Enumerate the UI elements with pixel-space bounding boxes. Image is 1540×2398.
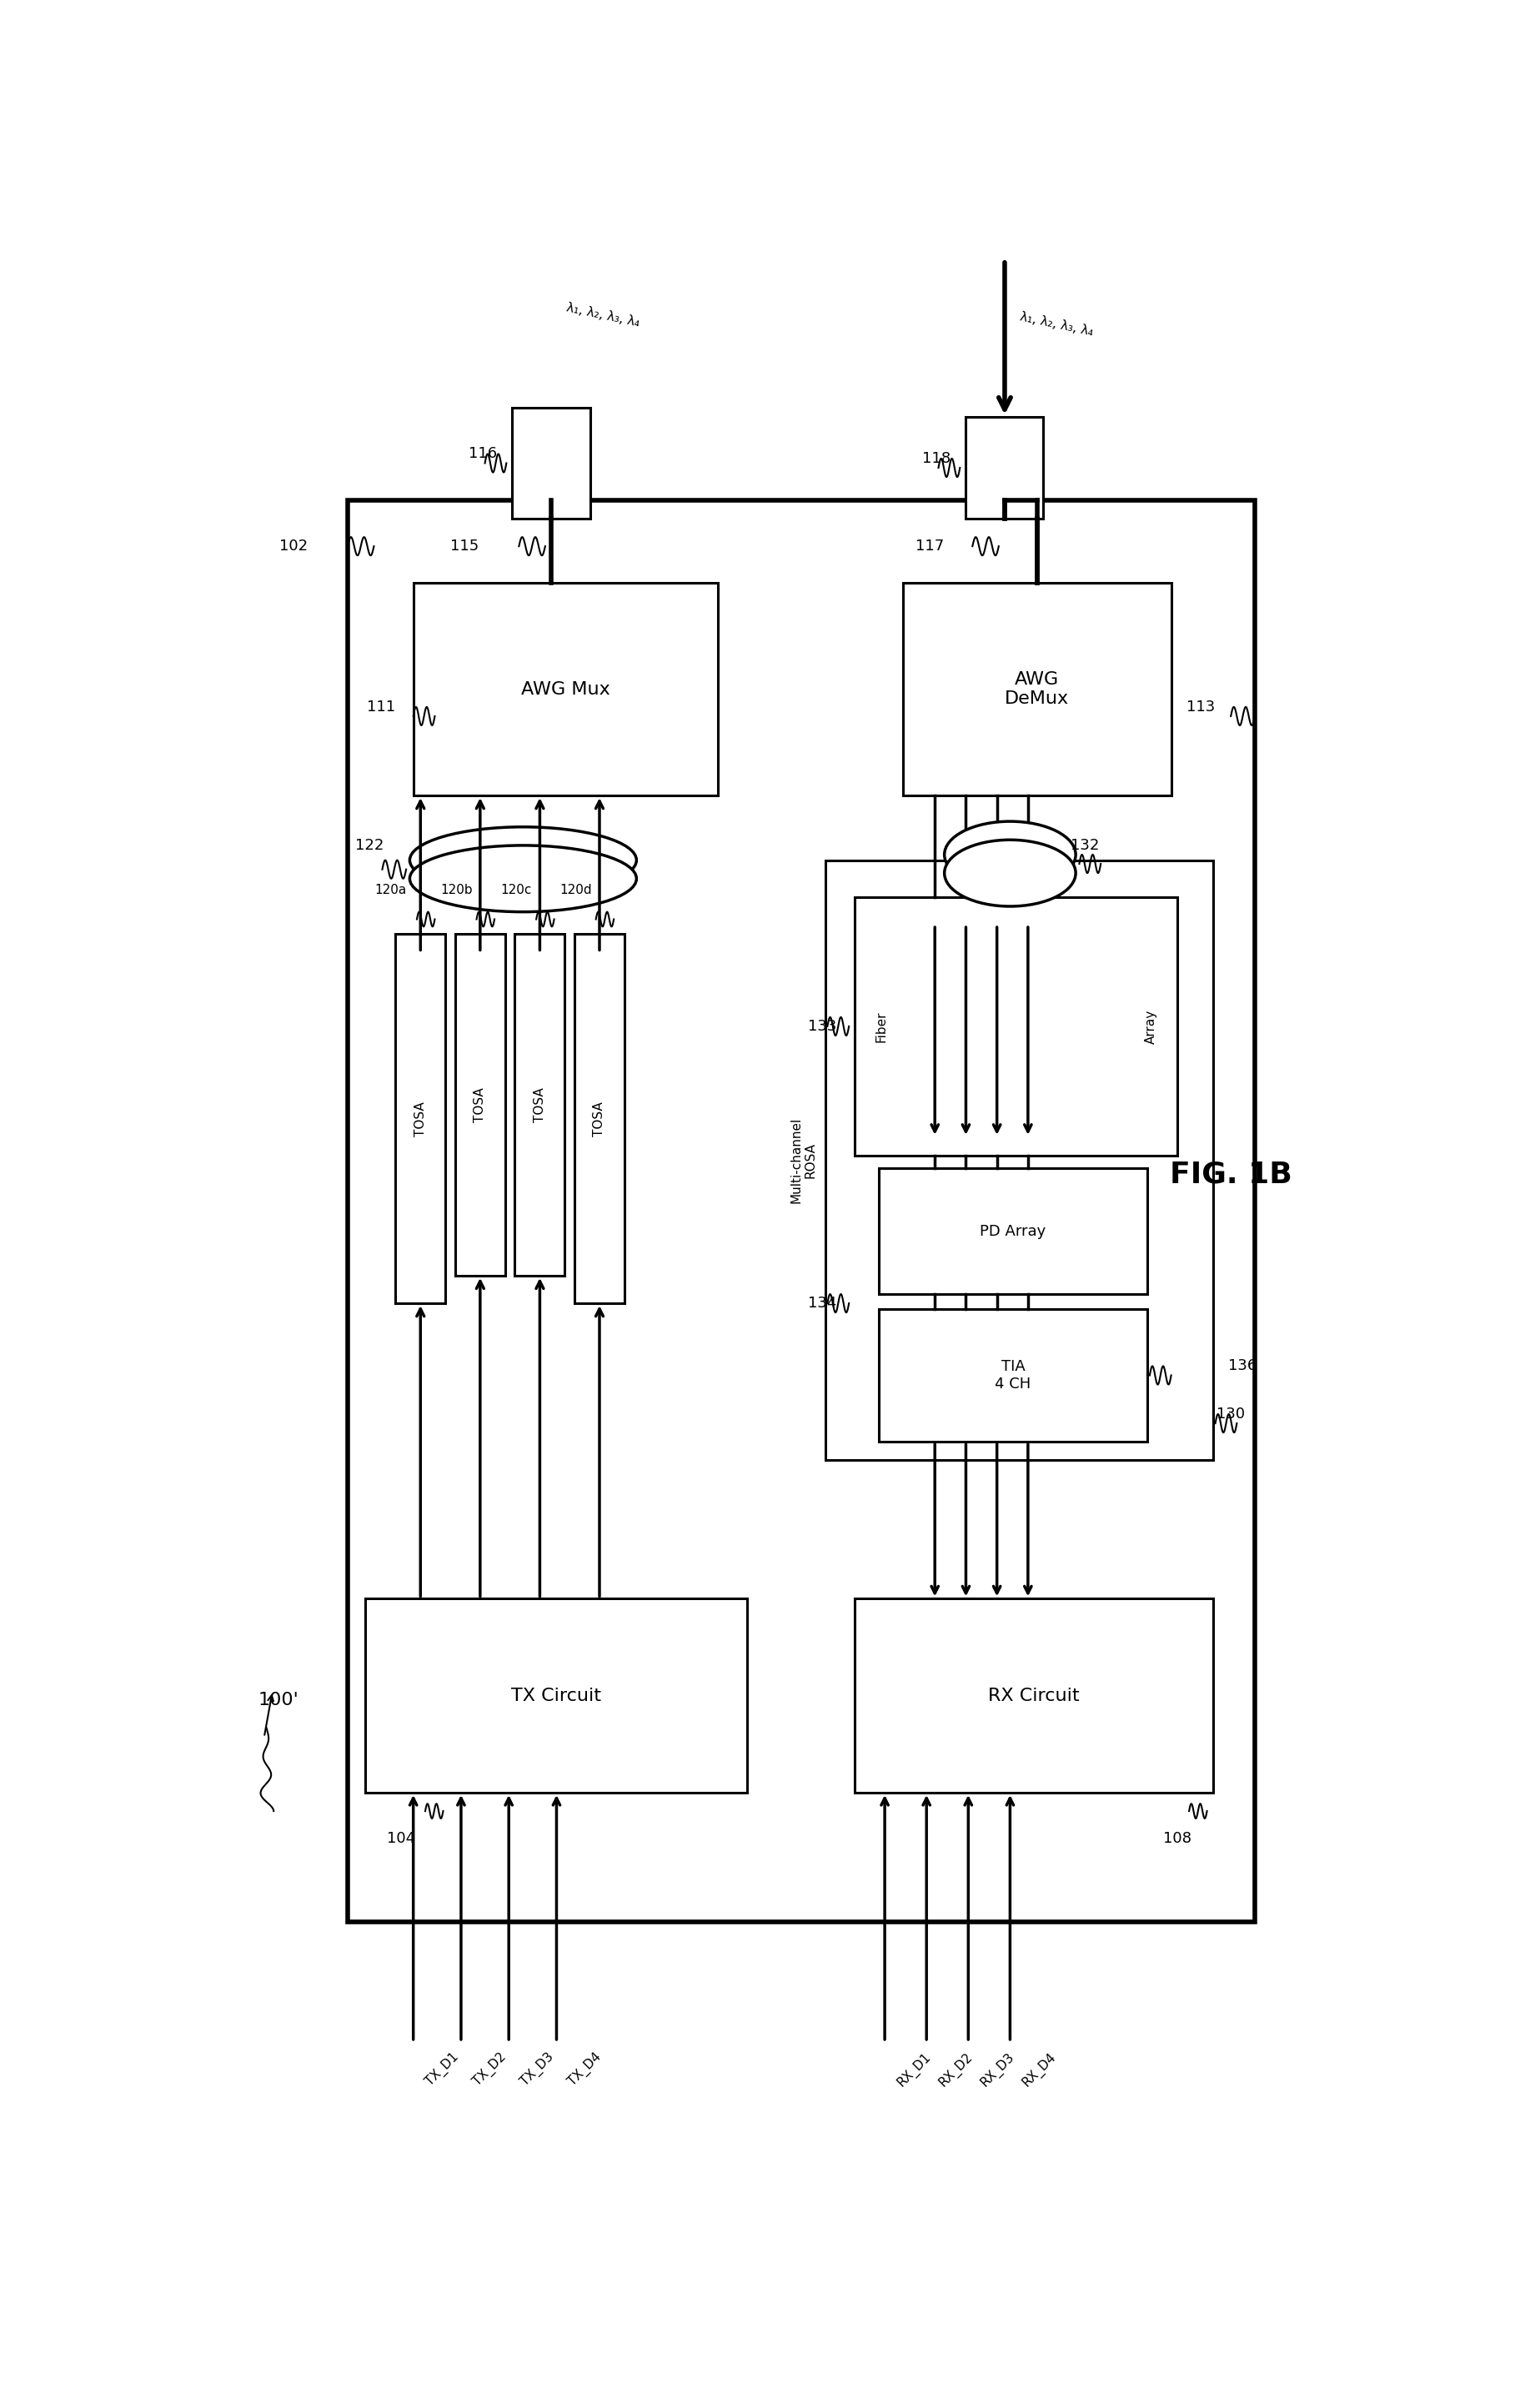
Text: TX_D2: TX_D2 [471, 2050, 508, 2089]
Text: 104: 104 [387, 1832, 416, 1846]
Text: RX Circuit: RX Circuit [989, 1688, 1080, 1705]
Bar [855, 1599, 1214, 1794]
Text: RX_D3: RX_D3 [978, 2050, 1016, 2089]
Text: TOSA: TOSA [593, 1101, 605, 1137]
Text: 134: 134 [809, 1295, 838, 1312]
Text: λ₁, λ₂, λ₃, λ₄: λ₁, λ₂, λ₃, λ₄ [1019, 312, 1095, 338]
Ellipse shape [410, 827, 636, 894]
Text: TOSA: TOSA [474, 1086, 487, 1122]
Text: FIG. 1B: FIG. 1B [1170, 1161, 1292, 1189]
Text: RX_D4: RX_D4 [1019, 2050, 1058, 2089]
Text: AWG
DeMux: AWG DeMux [1004, 671, 1069, 707]
Text: λ₁, λ₂, λ₃, λ₄: λ₁, λ₂, λ₃, λ₄ [565, 302, 641, 329]
Bar [966, 417, 1044, 518]
Text: 122: 122 [354, 837, 383, 854]
Text: 100': 100' [259, 1693, 299, 1710]
Bar [456, 935, 505, 1276]
Text: 132: 132 [1070, 837, 1100, 854]
Bar [513, 408, 590, 518]
Text: Array: Array [1144, 1010, 1157, 1043]
Ellipse shape [410, 846, 636, 911]
Ellipse shape [944, 839, 1075, 906]
Bar [879, 1168, 1147, 1295]
Text: RX_D2: RX_D2 [936, 2050, 975, 2089]
Bar [902, 583, 1170, 796]
Text: Fiber: Fiber [875, 1010, 887, 1043]
Text: 120a: 120a [374, 882, 407, 897]
Text: 116: 116 [468, 446, 497, 460]
Text: TX_D1: TX_D1 [424, 2050, 460, 2089]
Text: 136: 136 [1229, 1360, 1257, 1374]
Text: PD Array: PD Array [979, 1223, 1046, 1240]
Ellipse shape [944, 823, 1075, 887]
Text: Multi-channel
ROSA: Multi-channel ROSA [790, 1117, 818, 1204]
Text: 111: 111 [367, 700, 396, 715]
Text: TX Circuit: TX Circuit [511, 1688, 602, 1705]
Bar [825, 861, 1214, 1460]
Text: 102: 102 [280, 540, 308, 554]
Text: 120d: 120d [559, 882, 591, 897]
Text: TOSA: TOSA [414, 1101, 427, 1137]
Bar [348, 501, 1255, 1921]
Text: TIA
4 CH: TIA 4 CH [995, 1360, 1032, 1391]
Bar [855, 897, 1177, 1156]
Text: 120b: 120b [440, 882, 473, 897]
Text: 117: 117 [916, 540, 944, 554]
Text: 130: 130 [1217, 1408, 1244, 1422]
Text: 133: 133 [809, 1019, 838, 1034]
Text: RX_D1: RX_D1 [895, 2050, 933, 2089]
Bar [396, 935, 445, 1305]
Text: 120c: 120c [500, 882, 531, 897]
Text: 108: 108 [1163, 1832, 1192, 1846]
Bar [514, 935, 565, 1276]
Bar [879, 1309, 1147, 1441]
Text: 113: 113 [1187, 700, 1215, 715]
Text: AWG Mux: AWG Mux [521, 681, 610, 698]
Text: TOSA: TOSA [533, 1086, 547, 1122]
Text: 115: 115 [450, 540, 479, 554]
Bar [574, 935, 625, 1305]
Bar [413, 583, 718, 796]
Text: TX_D3: TX_D3 [519, 2050, 557, 2089]
Text: 118: 118 [922, 451, 950, 465]
Text: TX_D4: TX_D4 [567, 2050, 604, 2089]
Bar [365, 1599, 747, 1794]
